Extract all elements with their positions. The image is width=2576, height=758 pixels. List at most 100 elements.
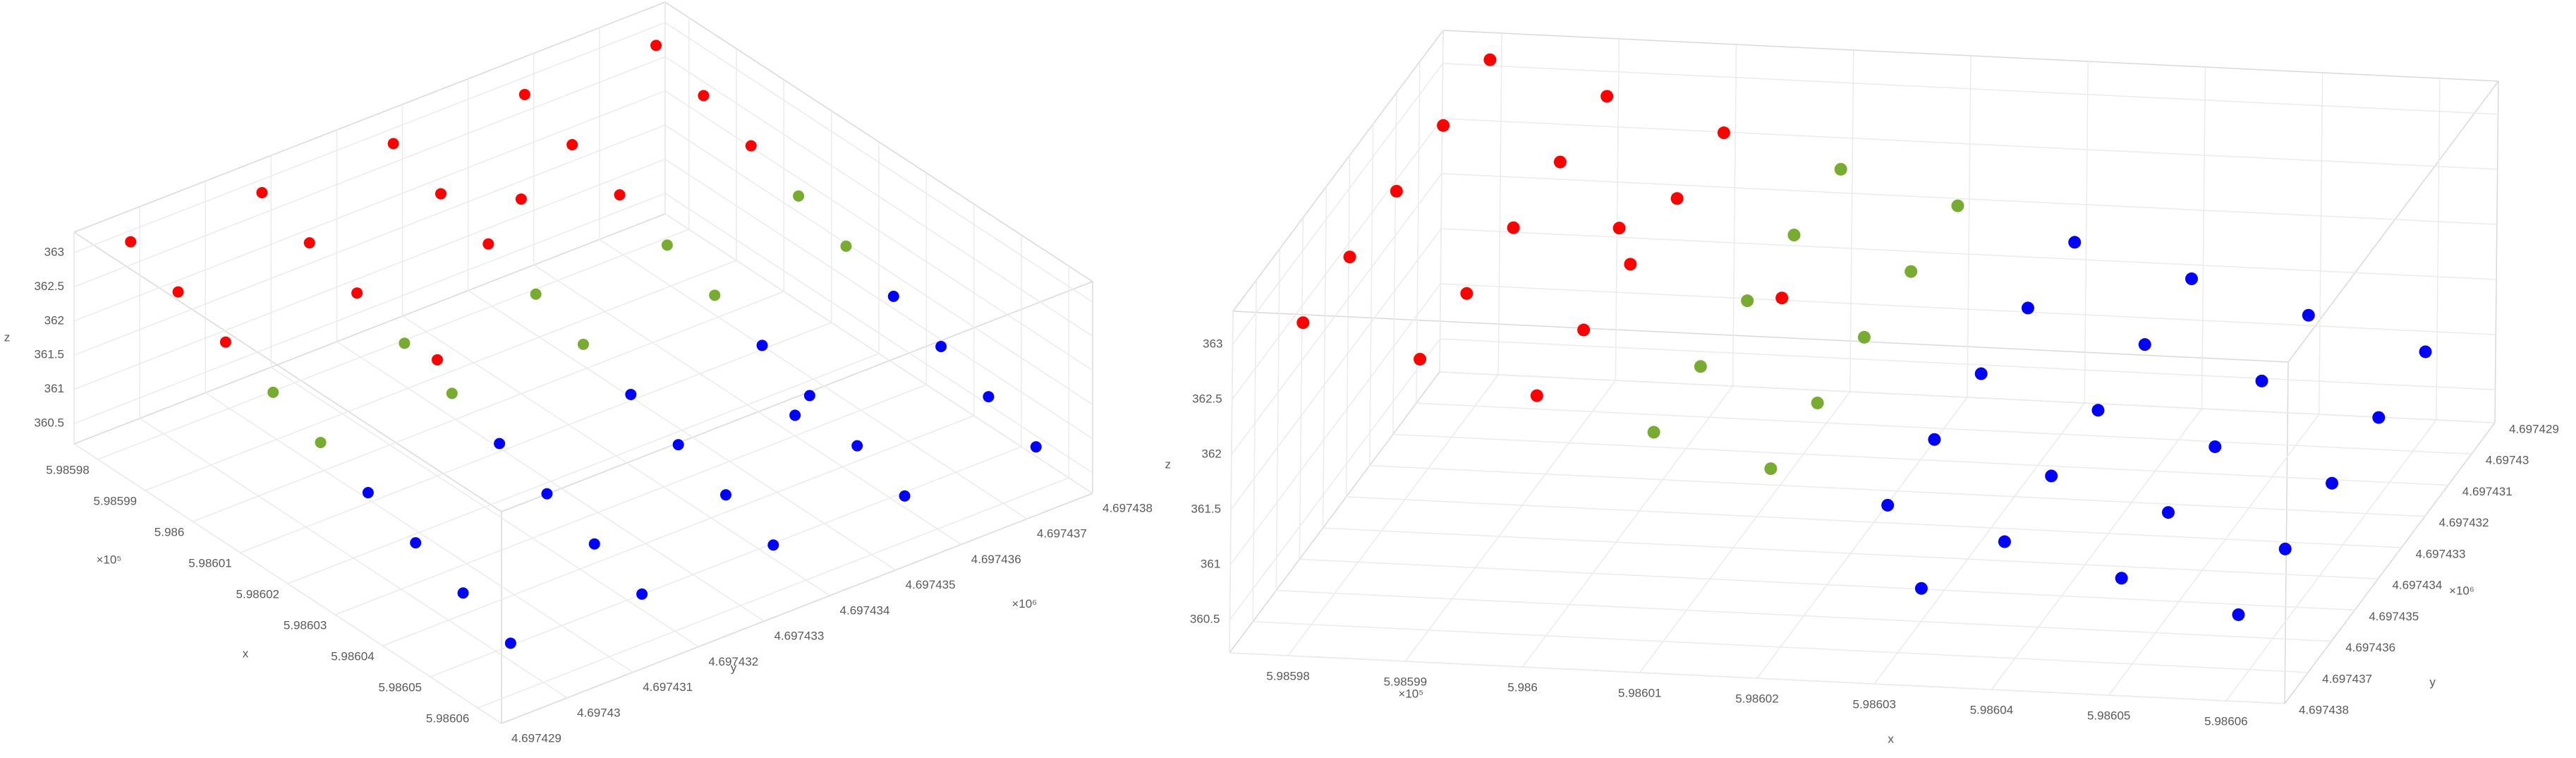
grid-line xyxy=(73,124,666,356)
data-point xyxy=(672,439,684,451)
data-point xyxy=(482,238,494,250)
data-point xyxy=(172,286,184,298)
grid-line xyxy=(1299,558,2355,611)
data-point xyxy=(1624,258,1637,271)
y-tick-label: 4.697429 xyxy=(511,731,561,745)
data-point xyxy=(125,236,137,248)
grid-line xyxy=(2318,72,2323,415)
data-point xyxy=(399,337,411,349)
data-point xyxy=(1437,119,1450,132)
grid-line xyxy=(1232,118,1443,400)
data-point xyxy=(2091,404,2105,417)
data-point xyxy=(1914,582,1928,595)
data-point xyxy=(588,538,600,550)
data-point xyxy=(756,339,768,351)
data-point xyxy=(625,388,637,400)
data-point xyxy=(636,588,648,600)
data-point xyxy=(2045,469,2058,483)
grid-line xyxy=(1639,391,1851,673)
chart-panel: 360.5 361 361.5 362 362.5 363 5.98598 5.98599 5.… xyxy=(1165,30,2559,746)
data-point xyxy=(1857,330,1871,344)
grid-line xyxy=(193,291,784,522)
data-point xyxy=(494,438,506,450)
data-point xyxy=(410,537,422,549)
data-point xyxy=(1811,396,1824,409)
y-tick-label: 4.697432 xyxy=(2439,516,2489,529)
data-point xyxy=(789,409,801,421)
data-point xyxy=(1904,265,1918,278)
grid-line xyxy=(1322,186,1328,529)
data-point xyxy=(2255,374,2268,387)
grid-line xyxy=(1299,217,1304,560)
box-edge xyxy=(501,493,1093,724)
grid-line xyxy=(145,260,737,491)
y-axis-exponent: ×10⁶ xyxy=(2449,584,2474,598)
y-tick-label: 4.697436 xyxy=(2345,641,2395,654)
data-point xyxy=(1600,90,1614,103)
box-edge xyxy=(2284,422,2496,704)
y-axis-exponent: ×10⁶ xyxy=(1011,597,1037,610)
data-point xyxy=(362,487,374,499)
y-tick-label: 4.697434 xyxy=(2392,579,2442,592)
data-point xyxy=(1296,316,1310,330)
grid-line xyxy=(73,56,666,288)
grid-line xyxy=(402,315,830,596)
data-point xyxy=(267,386,279,398)
z-tick-label: 361.5 xyxy=(1191,503,1222,516)
grid-line xyxy=(1229,338,1441,620)
data-point xyxy=(2232,608,2245,621)
data-point xyxy=(435,188,446,200)
data-point xyxy=(720,489,731,501)
data-point xyxy=(541,488,553,500)
grid-line xyxy=(1439,371,2496,423)
data-point xyxy=(2185,272,2199,286)
data-point xyxy=(2278,542,2292,555)
grid-line xyxy=(1231,173,1442,455)
data-point xyxy=(1483,53,1497,66)
x-tick-label: 5.986 xyxy=(154,525,185,539)
data-point xyxy=(457,587,469,599)
box-edge xyxy=(2494,80,2499,423)
y-tick-label: 4.697438 xyxy=(2299,703,2349,716)
grid-line xyxy=(1253,621,2309,673)
z-tick-label: 363 xyxy=(44,246,64,259)
grid-line xyxy=(1229,311,1234,654)
x-axis-exponent: ×10⁵ xyxy=(97,553,122,566)
grid-line xyxy=(1229,652,2285,704)
data-point xyxy=(793,190,805,202)
data-point xyxy=(1530,389,1543,402)
y-tick-label: 4.697429 xyxy=(2509,422,2559,435)
x-tick-label: 5.98598 xyxy=(46,463,89,476)
grid-line xyxy=(1345,155,1351,497)
data-point xyxy=(1764,462,1778,476)
x-tick-label: 5.98602 xyxy=(236,587,279,601)
data-point xyxy=(2068,236,2082,249)
y-tick-label: 4.697434 xyxy=(840,603,890,617)
data-point xyxy=(1881,498,1895,512)
grid-line xyxy=(1392,433,2448,486)
z-axis-label: z xyxy=(1165,457,1172,471)
grid-line xyxy=(139,418,568,699)
data-point xyxy=(432,354,443,366)
grid-line xyxy=(1276,589,2332,642)
data-point xyxy=(2209,440,2222,453)
grid-line xyxy=(478,477,1069,709)
data-point xyxy=(614,189,626,201)
grid-line xyxy=(73,90,666,322)
data-point xyxy=(566,139,578,151)
data-point xyxy=(1390,184,1403,198)
grid-line xyxy=(73,158,666,390)
x-tick-label: 5.98599 xyxy=(1384,675,1427,688)
x-tick-label: 5.98599 xyxy=(94,494,137,507)
grid-line xyxy=(240,322,832,553)
z-tick-label: 361 xyxy=(1201,558,1220,571)
y-tick-label: 4.697437 xyxy=(1037,527,1087,541)
data-point xyxy=(1787,229,1801,242)
data-point xyxy=(803,390,815,402)
data-point xyxy=(1717,126,1730,140)
grid-line xyxy=(1873,402,2085,685)
grid-line xyxy=(1230,228,1442,510)
data-point xyxy=(1553,155,1567,169)
x-tick-label: 5.98605 xyxy=(2087,709,2130,722)
